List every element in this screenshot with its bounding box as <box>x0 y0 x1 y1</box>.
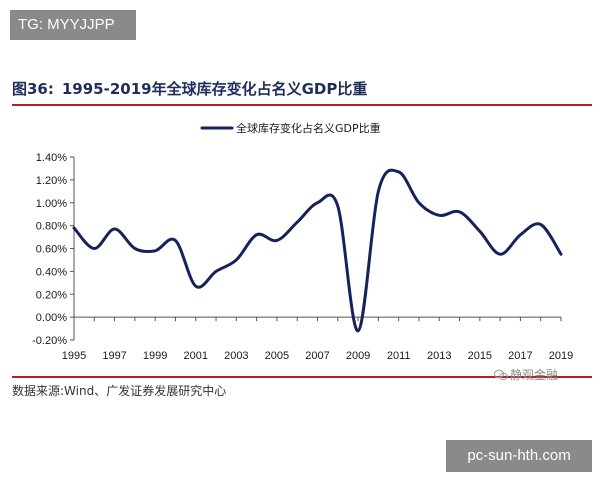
y-tick-label: 0.20% <box>36 289 67 301</box>
x-tick-label: 2011 <box>387 350 411 362</box>
y-tick-label: 0.00% <box>36 312 67 324</box>
x-tick-label: 2017 <box>508 350 532 362</box>
y-tick-label: -0.20% <box>32 335 67 347</box>
x-tick-label: 1997 <box>102 350 126 362</box>
y-tick-label: 0.60% <box>36 244 67 256</box>
figure-title: 图36: 1995-2019年全球库存变化占名义GDP比重 <box>12 78 367 99</box>
wechat-icon <box>494 369 508 381</box>
x-tick-label: 2013 <box>427 350 451 362</box>
watermark-badge-top: TG: MYYJJPP <box>10 10 136 40</box>
y-tick-label: 1.40% <box>36 152 67 164</box>
x-tick-label: 2001 <box>184 350 208 362</box>
watermark-badge-bottom: pc-sun-hth.com <box>446 440 592 472</box>
x-tick-label: 2015 <box>468 350 492 362</box>
brand-watermark-text: 静观金融 <box>510 368 559 382</box>
figure-number: 图36: <box>12 80 54 98</box>
figure-title-text: 1995-2019年全球库存变化占名义GDP比重 <box>61 80 368 98</box>
series-line <box>72 168 563 333</box>
y-axis: -0.20% 0.00% 0.20% 0.40% 0.60% 0.80% 1.00% 1.20… <box>32 152 75 347</box>
chart-legend: 全球库存变化占名义GDP比重 <box>200 121 381 135</box>
x-tick-label: 1995 <box>62 350 86 362</box>
series-layer <box>72 168 563 333</box>
x-tick-label: 1999 <box>143 350 167 362</box>
x-tick-label: 2019 <box>549 350 573 362</box>
brand-watermark: 静观金融 <box>494 366 558 383</box>
source-rule <box>12 376 592 378</box>
source-note: 数据来源:Wind、广发证券发展研究中心 <box>12 384 227 398</box>
y-tick-label: 0.40% <box>36 266 67 278</box>
y-tick-label: 1.00% <box>36 198 67 210</box>
x-tick-label: 2005 <box>265 350 289 362</box>
x-tick-label: 2003 <box>224 350 248 362</box>
x-tick-label: 2009 <box>346 350 370 362</box>
y-tick-label: 0.80% <box>36 221 67 233</box>
legend-label: 全球库存变化占名义GDP比重 <box>236 121 381 135</box>
x-tick-label: 2007 <box>305 350 329 362</box>
x-axis: 1995 1997 1999 2001 2003 2005 2007 2009 2011 2013… <box>62 316 573 362</box>
title-rule <box>12 104 592 106</box>
y-tick-label: 1.20% <box>36 175 67 187</box>
